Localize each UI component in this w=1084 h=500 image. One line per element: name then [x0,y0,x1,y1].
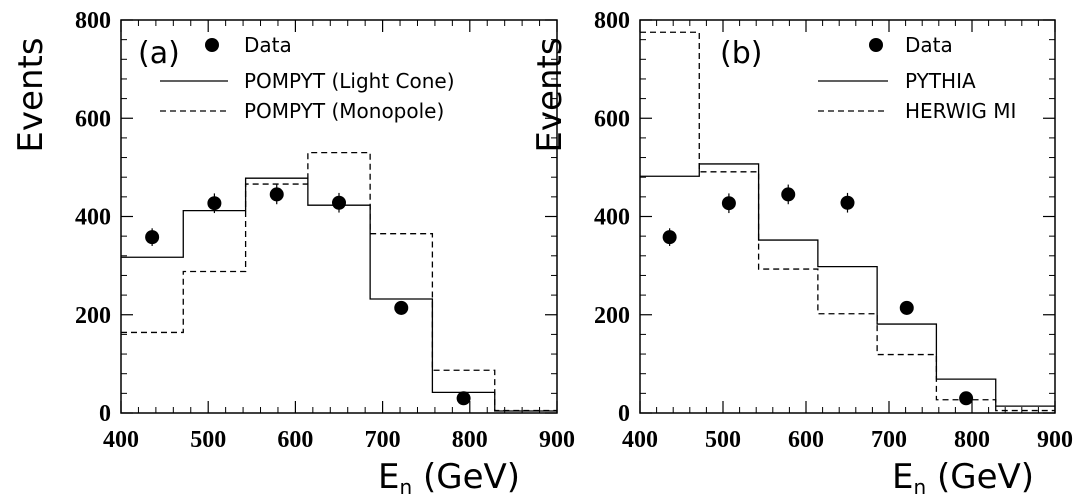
x-axis-label-unit: (GeV) [926,457,1034,497]
y-axis-label: Events [530,37,570,152]
data-point [959,391,974,406]
legend-marker-data [205,38,219,52]
legend-label: POMPYT (Light Cone) [244,69,455,93]
data-point [781,187,796,202]
x-axis-label-subscript: n [913,475,926,499]
x-axis-label: En (GeV) [378,457,520,499]
data-point [269,187,284,202]
legend-marker-data [869,38,883,52]
x-tick-label: 500 [190,427,226,453]
x-tick-label: 700 [365,427,401,453]
x-tick-label: 800 [452,427,488,453]
y-tick-label: 400 [75,205,111,231]
data-point [721,196,736,211]
data-point [394,300,409,315]
data-point [145,230,160,245]
plot-frame [639,19,1056,414]
y-tick-label: 200 [75,303,111,329]
panel-b: 400 500 600 700 800 900 0 200 400 600 800 Events En … [530,8,1073,499]
legend-label: POMPYT (Monopole) [244,99,444,123]
panel-a: 400 500 600 700 800 900 0 200 400 600 800 Events En … [11,8,575,499]
x-tick-label: 600 [788,427,824,453]
x-axis-label-main: E [892,457,913,497]
x-tick-label: 900 [539,427,575,453]
y-tick-label: 0 [99,401,111,427]
data-point [456,391,471,406]
y-tick-label: 0 [618,401,630,427]
histogram-pythia [640,163,1055,407]
panel-label: (a) [138,36,180,71]
data-point [207,196,222,211]
x-tick-label: 600 [277,427,313,453]
y-tick-label: 400 [594,205,630,231]
data-point [840,195,855,210]
data-point [662,230,677,245]
data-point [332,195,346,210]
y-tick-label: 800 [594,8,630,34]
x-tick-label: 900 [1037,427,1073,453]
legend-label: PYTHIA [905,69,976,93]
legend-label: HERWIG MI [905,99,1016,123]
x-tick-label: 700 [871,427,907,453]
histogram-herwig-mi [640,31,1055,412]
legend-label: Data [244,33,292,57]
legend-label: Data [905,33,953,57]
x-tick-label: 400 [103,427,139,453]
x-tick-label: 500 [705,427,741,453]
data-point [899,300,914,315]
y-tick-label: 600 [75,106,111,132]
x-axis-label-unit: (GeV) [412,457,520,497]
histogram-pompyt-light-cone [121,177,557,412]
y-tick-label: 200 [594,303,630,329]
histogram-pompyt-monopole [121,151,557,412]
panel-label: (b) [720,36,762,71]
x-tick-label: 400 [622,427,658,453]
x-axis-label-subscript: n [399,475,412,499]
x-axis-label: En (GeV) [892,457,1034,499]
y-tick-label: 600 [594,106,630,132]
x-axis-label-main: E [378,457,399,497]
y-tick-label: 800 [75,8,111,34]
x-tick-label: 800 [954,427,990,453]
y-axis-label: Events [11,37,51,152]
